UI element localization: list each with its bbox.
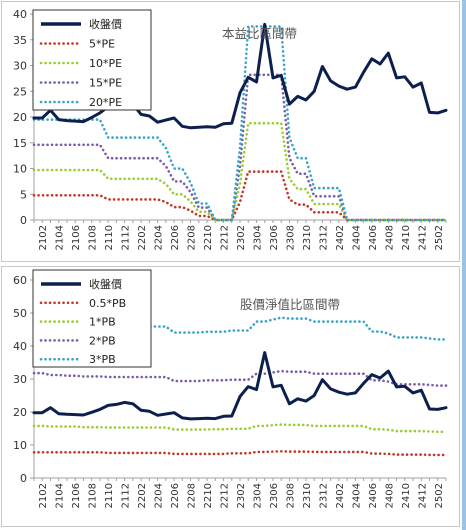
x-tick-label: 2206 — [170, 483, 181, 508]
x-tick-label: 2106 — [71, 225, 82, 250]
legend-label: 5*PE — [89, 38, 115, 51]
series-line-0 — [32, 22, 448, 130]
x-tick-label: 2202 — [137, 225, 148, 250]
x-tick-label: 2408 — [384, 225, 395, 250]
chart-title: 股價淨值比區間帶 — [240, 297, 340, 312]
y-tick-label: 5 — [20, 188, 27, 201]
x-tick-label: 2406 — [368, 483, 379, 508]
legend — [32, 9, 152, 111]
x-tick-label: 2410 — [401, 225, 412, 250]
x-tick-label: 2312 — [318, 483, 329, 508]
x-tick-label: 2112 — [121, 483, 132, 508]
y-tick-label: 40 — [13, 8, 27, 21]
x-tick-label: 2404 — [351, 225, 362, 250]
chart-frame — [1, 266, 460, 527]
chart-title: 本益比區間帶 — [222, 26, 297, 41]
legend-label: 收盤價 — [89, 277, 122, 291]
series-line-3 — [32, 73, 448, 222]
x-tick-label: 2212 — [220, 225, 231, 250]
x-tick-label: 2502 — [434, 225, 445, 250]
x-tick-label: 2210 — [203, 483, 214, 508]
legend-label: 收盤價 — [89, 17, 122, 31]
legend-label: 2*PB — [89, 334, 116, 347]
x-tick-label: 2306 — [269, 483, 280, 508]
x-tick-label: 2204 — [154, 225, 165, 250]
x-tick-label: 2312 — [318, 225, 329, 250]
x-tick-label: 2402 — [335, 225, 346, 250]
legend-label: 1*PB — [89, 316, 116, 329]
y-tick-label: 10 — [13, 163, 27, 176]
y-tick-label: 20 — [13, 111, 27, 124]
x-tick-label: 2308 — [285, 483, 296, 508]
x-tick-label: 2410 — [401, 483, 412, 508]
x-tick-label: 2208 — [187, 483, 198, 508]
x-tick-label: 2104 — [55, 225, 66, 250]
series-line-4 — [32, 316, 448, 341]
y-tick-label: 60 — [13, 274, 27, 287]
x-tick-label: 2308 — [285, 225, 296, 250]
x-tick-label: 2310 — [302, 225, 313, 250]
x-tick-label: 2310 — [302, 483, 313, 508]
y-tick-label: 30 — [13, 373, 27, 386]
x-tick-label: 2408 — [384, 483, 395, 508]
x-tick-label: 2206 — [170, 225, 181, 250]
x-tick-label: 2412 — [417, 483, 428, 508]
legend — [32, 269, 152, 368]
y-tick-label: 35 — [13, 34, 27, 47]
right-edge-divider — [462, 0, 466, 530]
chart-frame — [1, 1, 460, 262]
x-tick-label: 2304 — [252, 483, 263, 508]
x-tick-label: 2108 — [88, 483, 99, 508]
y-tick-label: 25 — [13, 85, 27, 98]
x-tick-label: 2102 — [38, 225, 49, 250]
x-tick-label: 2404 — [351, 483, 362, 508]
x-tick-label: 2106 — [71, 483, 82, 508]
y-tick-label: 0 — [20, 472, 27, 485]
y-tick-label: 0 — [20, 214, 27, 227]
x-tick-label: 2102 — [38, 483, 49, 508]
pb-band-chart: 0 10 20 30 40 50 60 2102 2104 2106 2108 2110 2112 220… — [1, 266, 460, 527]
legend-label: 15*PE — [89, 77, 122, 90]
y-tick-label: 10 — [13, 439, 27, 452]
x-tick-label: 2108 — [88, 225, 99, 250]
legend-label: 0.5*PB — [89, 297, 126, 310]
x-tick-label: 2204 — [154, 483, 165, 508]
y-tick-label: 30 — [13, 60, 27, 73]
legend-label: 20*PE — [89, 96, 122, 109]
series-line-0 — [32, 351, 448, 421]
x-tick-label: 2210 — [203, 225, 214, 250]
x-tick-label: 2112 — [121, 225, 132, 250]
x-tick-label: 2502 — [434, 483, 445, 508]
y-tick-label: 20 — [13, 406, 27, 419]
x-tick-label: 2306 — [269, 225, 280, 250]
series-line-2 — [32, 423, 448, 434]
legend-label: 3*PB — [89, 353, 116, 366]
x-tick-label: 2406 — [368, 225, 379, 250]
y-tick-label: 50 — [13, 307, 27, 320]
x-tick-label: 2110 — [104, 225, 115, 250]
x-tick-label: 2110 — [104, 483, 115, 508]
series-line-1 — [32, 450, 448, 457]
legend-label: 10*PE — [89, 57, 122, 70]
x-tick-label: 2302 — [236, 483, 247, 508]
x-tick-label: 2212 — [220, 483, 231, 508]
series-line-4 — [32, 25, 448, 222]
series-line-3 — [32, 369, 448, 387]
x-tick-label: 2104 — [55, 483, 66, 508]
series-line-2 — [32, 121, 448, 222]
x-tick-label: 2208 — [187, 225, 198, 250]
pe-band-chart: 0 5 10 15 20 25 30 35 40 2102 2104 2106 2108 2110 2112… — [1, 1, 460, 262]
x-tick-label: 2412 — [417, 225, 428, 250]
x-tick-label: 2302 — [236, 225, 247, 250]
y-tick-label: 40 — [13, 340, 27, 353]
x-tick-label: 2202 — [137, 483, 148, 508]
pe-band-chart-panel: 0 5 10 15 20 25 30 35 40 2102 2104 2106 2108 2110 2112… — [1, 1, 460, 262]
x-tick-label: 2304 — [252, 225, 263, 250]
x-tick-label: 2402 — [335, 483, 346, 508]
pb-band-chart-panel: 0 10 20 30 40 50 60 2102 2104 2106 2108 2110 2112 220… — [0, 265, 466, 530]
y-tick-label: 15 — [13, 137, 27, 150]
